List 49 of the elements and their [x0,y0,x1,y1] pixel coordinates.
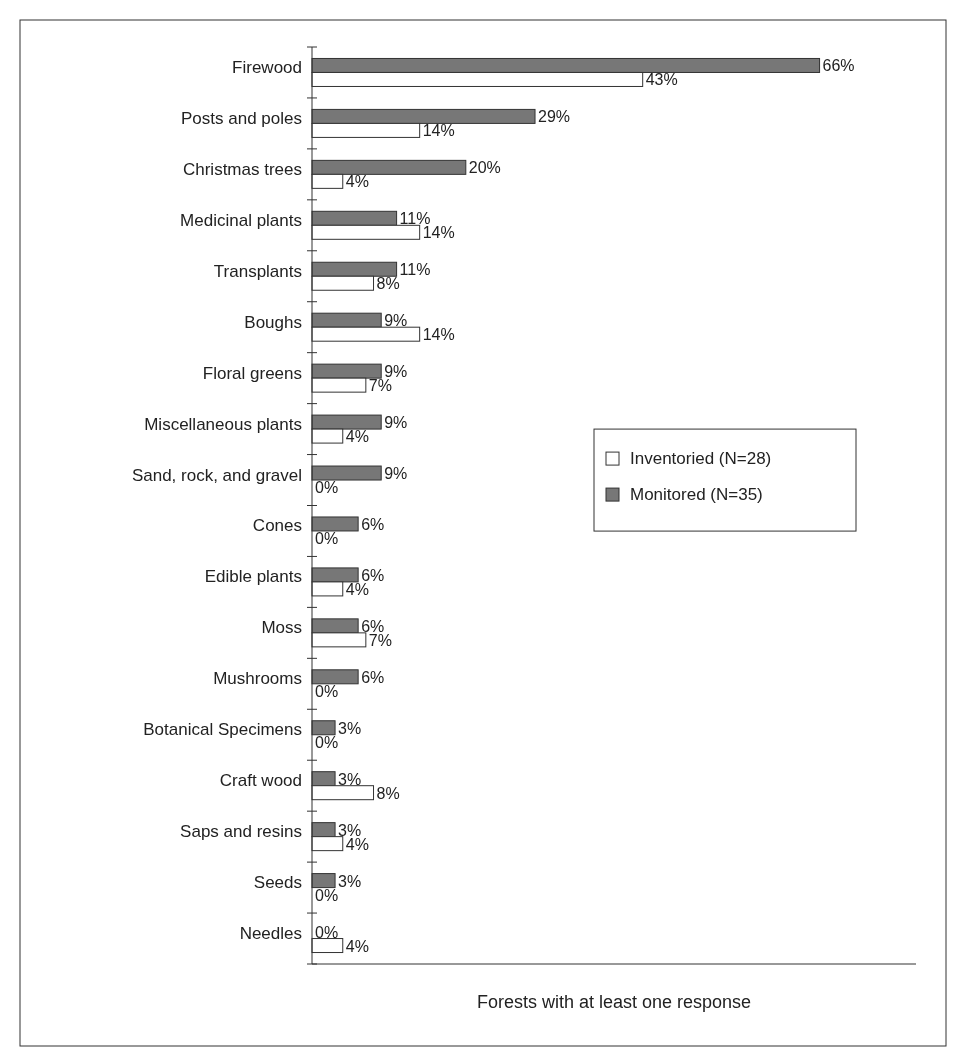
data-label: 3% [338,872,362,890]
y-tick-label: Transplants [213,261,302,281]
data-label: 0% [315,733,339,751]
data-label: 14% [422,224,455,242]
data-label: 0% [315,479,339,497]
data-label: 6% [361,515,385,533]
data-label: 4% [345,428,369,446]
data-label: 14% [422,122,455,140]
y-tick-label: Cones [252,516,302,536]
y-tick-label: Christmas trees [182,159,302,179]
data-label: 11% [399,261,431,279]
y-tick-label: Posts and poles [181,108,302,128]
data-label: 43% [645,71,678,89]
x-axis-title: Forests with at least one response [476,992,752,1012]
data-label: 9% [384,312,408,330]
y-tick-label: Sand, rock, and gravel [131,465,302,485]
y-tick-label: Craft wood [219,771,302,791]
y-tick-label: Boughs [244,312,302,332]
data-label: 0% [315,682,339,700]
legend-label: Monitored (N=35) [630,484,763,504]
data-label: 0% [315,529,339,547]
y-tick-label: Floral greens [202,363,302,383]
data-label: 8% [376,784,400,802]
data-label: 0% [315,923,339,941]
y-tick-label: Needles [239,924,302,944]
data-label: 6% [361,668,385,686]
data-label: 66% [822,57,855,75]
data-label: 3% [338,770,362,788]
data-label: 20% [468,159,501,177]
y-tick-label: Botanical Specimens [143,720,302,740]
data-label: 14% [422,326,455,344]
data-label: 4% [345,937,369,955]
data-label: 8% [376,275,400,293]
legend-label: Inventoried (N=28) [630,448,772,468]
y-tick-label: Miscellaneous plants [144,414,302,434]
data-label: 4% [345,173,369,191]
y-tick-label: Mushrooms [213,669,302,689]
y-tick-label: Firewood [232,57,302,77]
y-tick-label: Medicinal plants [180,210,302,230]
y-tick-label: Seeds [253,873,302,893]
y-tick-label: Saps and resins [180,822,302,842]
data-label: 7% [368,377,392,395]
data-label: 9% [384,465,408,483]
data-label: 0% [315,886,339,904]
y-tick-label: Edible plants [204,567,302,587]
data-label: 3% [338,719,362,737]
data-label: 9% [384,414,408,432]
data-label: 29% [538,108,571,126]
y-tick-label: Moss [261,618,302,638]
